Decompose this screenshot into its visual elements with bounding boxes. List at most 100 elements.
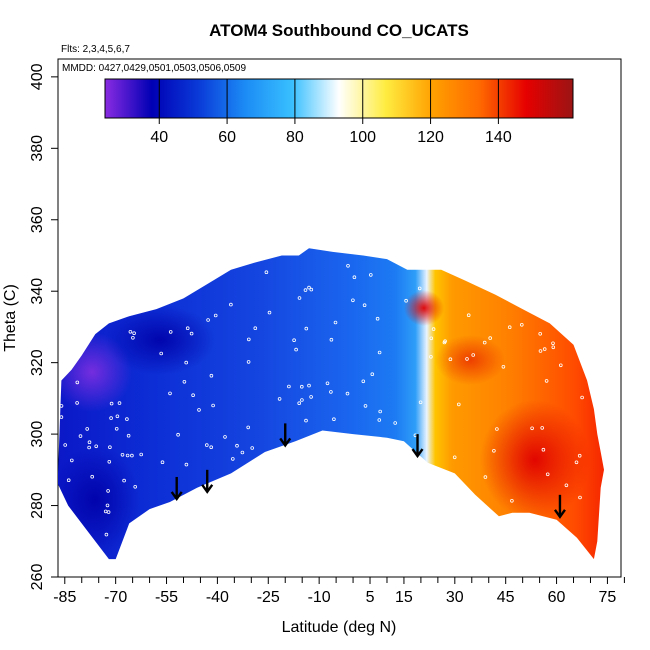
- sample-point: [375, 316, 380, 321]
- sample-point: [125, 417, 129, 421]
- sample-point: [122, 478, 126, 483]
- sample-point: [87, 445, 91, 450]
- sample-point: [370, 372, 375, 377]
- sample-point: [197, 408, 201, 412]
- x-tick-label: 60: [548, 589, 566, 606]
- sample-point: [297, 401, 302, 406]
- sample-point: [85, 427, 89, 431]
- sample-point: [483, 475, 488, 479]
- chart-title: ATOM4 Southbound CO_UCATS: [209, 21, 469, 40]
- colorbar: 40 60 80 100 120 140: [104, 78, 574, 146]
- arrow-head: [279, 437, 292, 448]
- sample-point: [418, 400, 423, 405]
- sample-point: [103, 509, 108, 514]
- sample-point: [333, 320, 338, 325]
- y-tick-label: 280: [29, 492, 46, 519]
- sample-point: [530, 426, 534, 431]
- sample-point: [191, 393, 195, 398]
- sample-point: [231, 457, 235, 461]
- high-co-core-upper: [404, 290, 444, 326]
- sample-point: [309, 287, 314, 292]
- sample-point: [551, 341, 555, 346]
- sample-point: [351, 298, 355, 303]
- sample-point: [66, 478, 71, 483]
- sample-point: [377, 418, 382, 422]
- sample-point: [211, 403, 215, 408]
- sample-point: [105, 503, 110, 508]
- x-tick-label: 75: [599, 589, 617, 606]
- dates-note: MMDD: 0427,0429,0501,0503,0506,0509: [62, 63, 246, 74]
- colorbar-tick-label: 100: [349, 129, 376, 146]
- x-tick-label: 15: [395, 589, 413, 606]
- x-tick-label: 5: [366, 589, 375, 606]
- sample-point: [75, 380, 80, 385]
- y-tick-label: 380: [29, 135, 46, 162]
- sample-point: [304, 418, 308, 423]
- sample-point: [332, 417, 336, 422]
- sample-point: [361, 379, 366, 384]
- sample-point: [87, 440, 92, 445]
- y-tick-label: 300: [29, 421, 46, 448]
- sample-point: [542, 347, 547, 351]
- sample-point: [78, 434, 83, 438]
- sample-point: [159, 351, 164, 356]
- sample-point: [510, 498, 514, 503]
- y-tick-label: 360: [29, 206, 46, 233]
- sample-point: [115, 414, 120, 419]
- sample-point: [160, 460, 165, 465]
- sample-point: [267, 310, 272, 315]
- sample-point: [297, 296, 302, 300]
- colorbar-tick-label: 60: [218, 129, 236, 146]
- deep-blue-region-upper: [105, 305, 215, 375]
- colorbar-tick-label: 120: [417, 129, 444, 146]
- sample-point: [545, 472, 550, 477]
- sample-point: [377, 350, 382, 355]
- arrow-head: [553, 509, 566, 519]
- sample-point: [209, 445, 214, 450]
- sample-point: [205, 443, 209, 447]
- y-tick-label: 320: [29, 349, 46, 376]
- sample-point: [90, 474, 94, 479]
- sample-point: [229, 302, 233, 307]
- arrow-head: [201, 484, 214, 494]
- sample-point: [544, 379, 549, 383]
- sample-point: [540, 426, 544, 430]
- sample-point: [488, 336, 493, 340]
- sample-point: [63, 443, 67, 447]
- deep-blue-region-west: [58, 445, 140, 555]
- colorbar-tick-label: 40: [150, 129, 168, 146]
- sample-point: [456, 402, 461, 407]
- sample-point: [176, 432, 180, 437]
- sample-point: [104, 532, 109, 537]
- x-axis: -85 -70 -55 -40 -25 -10 5 15 30 45 60 75: [53, 577, 625, 606]
- sample-point: [168, 330, 173, 334]
- sample-point: [551, 345, 556, 350]
- x-tick-label: 30: [446, 589, 464, 606]
- sample-point: [329, 390, 333, 394]
- sample-point: [448, 357, 453, 362]
- sample-point: [519, 322, 524, 327]
- y-tick-label: 260: [29, 564, 46, 591]
- x-tick-label: -55: [155, 589, 178, 606]
- sample-point: [94, 444, 98, 449]
- sample-point: [429, 354, 433, 359]
- sample-point: [368, 273, 373, 277]
- sample-point: [128, 329, 133, 334]
- colorbar-tick-label: 80: [286, 129, 304, 146]
- sample-point: [168, 391, 172, 396]
- sample-point: [264, 270, 269, 275]
- colorbar-tick-label: 140: [485, 129, 512, 146]
- sample-point: [538, 331, 542, 336]
- sample-point: [223, 435, 227, 439]
- sample-point: [108, 445, 112, 450]
- sample-point: [578, 495, 582, 500]
- sample-point: [184, 360, 189, 365]
- sample-point: [184, 462, 189, 467]
- sample-point: [253, 326, 258, 331]
- sample-point: [294, 347, 298, 352]
- sample-point: [363, 404, 368, 408]
- arrow-head: [411, 448, 424, 459]
- sample-point: [346, 263, 350, 268]
- sample-point: [125, 453, 130, 458]
